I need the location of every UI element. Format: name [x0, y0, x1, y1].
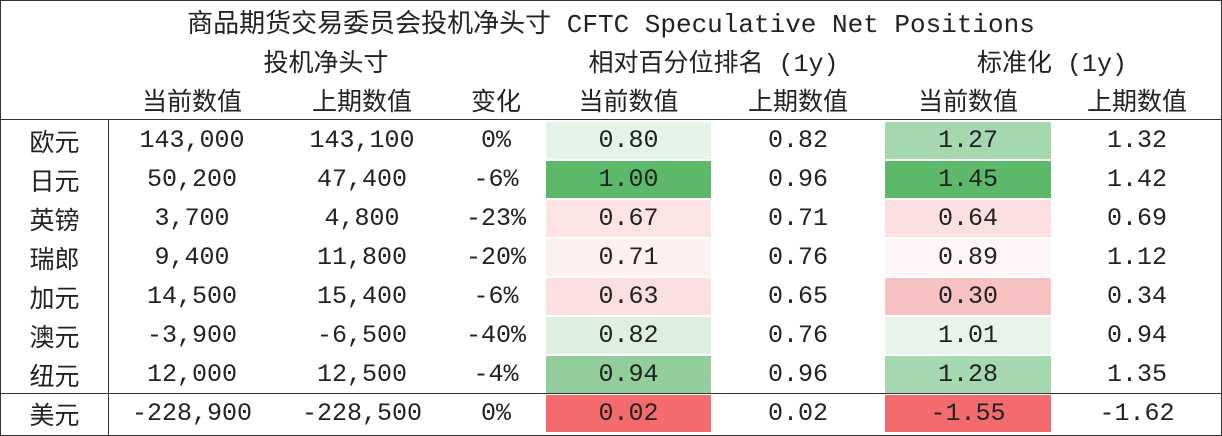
cell: 1.45	[885, 161, 1051, 198]
cell: 1.12	[1106, 243, 1167, 272]
cell: 3,700	[154, 204, 230, 233]
column-header: 变化	[470, 88, 521, 118]
cell: 0.34	[1106, 282, 1167, 311]
cell: -23%	[465, 204, 526, 233]
cell: 0.89	[885, 239, 1051, 276]
cell: 1.00	[546, 161, 711, 198]
cell: 0%	[480, 399, 511, 428]
row-label: 瑞郎	[29, 246, 80, 276]
column-header: 上期数值	[747, 88, 848, 118]
cell: -1.55	[885, 395, 1051, 432]
cell: 0.94	[1106, 321, 1167, 350]
cell: 4,800	[324, 204, 400, 233]
cell: 0.63	[546, 278, 711, 315]
column-header: 当前数值	[578, 88, 679, 118]
row-label: 欧元	[29, 129, 80, 159]
cell: 0.94	[546, 356, 711, 393]
cell: 143,000	[139, 126, 245, 155]
cell: -1.62	[1099, 399, 1175, 428]
header-rule	[1, 119, 1221, 120]
cell: 0.96	[767, 165, 828, 194]
cell: 0.71	[767, 204, 828, 233]
cell: -4%	[473, 360, 519, 389]
group-header: 相对百分位排名 (1y)	[588, 49, 839, 79]
row-label: 纽元	[29, 363, 80, 393]
cell: -6%	[473, 165, 519, 194]
row-rule	[1, 393, 1221, 394]
cell: 0.65	[767, 282, 828, 311]
cell: 11,800	[316, 243, 407, 272]
cell: 15,400	[316, 282, 407, 311]
cell: 0.02	[546, 395, 711, 432]
cell: 0.30	[885, 278, 1051, 315]
cell: 0.96	[767, 360, 828, 389]
cell: -228,500	[301, 399, 423, 428]
cell: 0.69	[1106, 204, 1167, 233]
cell: 0.71	[546, 239, 711, 276]
cell: 12,000	[146, 360, 237, 389]
row-label: 加元	[29, 285, 80, 315]
column-header: 当前数值	[141, 88, 242, 118]
cell: 1.01	[885, 317, 1051, 354]
cell: 0.64	[885, 200, 1051, 237]
cell: 0%	[480, 126, 511, 155]
group-header: 标准化 (1y)	[976, 49, 1127, 79]
table-title: 商品期货交易委员会投机净头寸 CFTC Speculative Net Posi…	[187, 9, 1035, 40]
column-header: 上期数值	[1086, 88, 1187, 118]
cell: 0.82	[767, 126, 828, 155]
cell: -3,900	[146, 321, 237, 350]
cell: 0.80	[546, 122, 711, 159]
cell: 1.35	[1106, 360, 1167, 389]
cell: 47,400	[316, 165, 407, 194]
cell: 1.32	[1106, 126, 1167, 155]
cell: 50,200	[146, 165, 237, 194]
cell: -6,500	[316, 321, 407, 350]
cell: 14,500	[146, 282, 237, 311]
cell: 0.76	[767, 321, 828, 350]
row-label: 澳元	[29, 324, 80, 354]
row-label: 美元	[29, 402, 80, 432]
cell: 143,100	[309, 126, 415, 155]
label-rule	[108, 119, 109, 435]
cell: 0.02	[767, 399, 828, 428]
column-header: 当前数值	[917, 88, 1018, 118]
cell: 0.82	[546, 317, 711, 354]
row-label: 英镑	[29, 207, 80, 237]
cell: 0.67	[546, 200, 711, 237]
row-label: 日元	[29, 168, 80, 198]
cell: -20%	[465, 243, 526, 272]
column-header: 上期数值	[311, 88, 412, 118]
cell: -40%	[465, 321, 526, 350]
cell: 1.27	[885, 122, 1051, 159]
cell: 1.28	[885, 356, 1051, 393]
cell: 1.42	[1106, 165, 1167, 194]
group-header: 投机净头寸	[263, 49, 389, 79]
cell: 0.76	[767, 243, 828, 272]
cell: -228,900	[131, 399, 253, 428]
cell: 12,500	[316, 360, 407, 389]
cell: 9,400	[154, 243, 230, 272]
cell: -6%	[473, 282, 519, 311]
